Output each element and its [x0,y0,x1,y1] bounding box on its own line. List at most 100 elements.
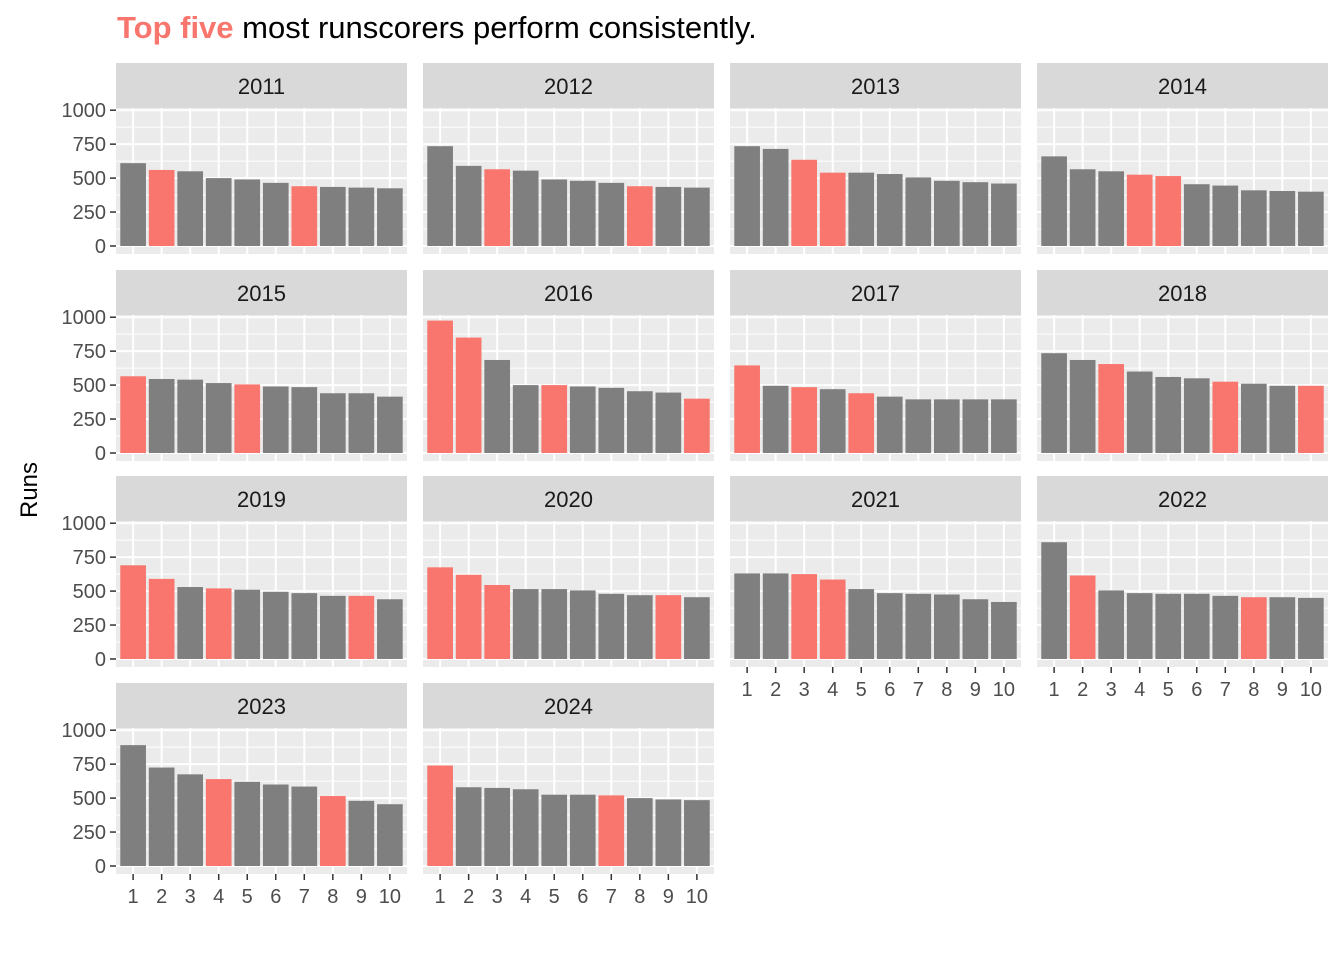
strip-2024 [423,683,714,728]
bar-2022-rank-9 [1269,597,1296,659]
x-tick-label: 1 [435,886,446,908]
y-tick-label: 1000 [62,720,107,742]
bar-2024-rank-6 [569,794,596,866]
bar-2017-rank-4 [819,389,846,453]
bar-2016-rank-5 [541,385,568,453]
bar-2020-rank-9 [655,595,682,659]
bar-2016-rank-9 [655,392,682,453]
x-tick-label: 1 [128,886,139,908]
y-tick-label: 250 [73,615,106,637]
y-tick-label: 0 [95,649,106,671]
y-tick-label: 0 [95,856,106,878]
bar-2015-rank-3 [177,379,204,453]
bar-2016-rank-7 [598,387,625,453]
bar-2013-rank-4 [819,172,846,246]
bar-2012-rank-9 [655,186,682,246]
strip-label: 2018 [1158,281,1207,306]
x-tick-label: 6 [1191,679,1202,701]
bar-2018-rank-7 [1212,381,1239,453]
x-tick-label: 1 [1049,679,1060,701]
bar-2013-rank-1 [734,146,760,246]
bar-2013-rank-2 [762,148,789,246]
bar-2021-rank-1 [734,573,760,659]
y-tick-label: 0 [95,236,106,258]
bar-2018-rank-3 [1098,364,1125,453]
panel-2021: 2021 1 2 3 4 5 6 7 8 9 10 [730,476,1021,701]
bar-2019-rank-10 [377,599,403,659]
strip-label: 2022 [1158,487,1207,512]
bar-2015-rank-4 [205,383,232,453]
panel-2012: 2012 [423,63,714,254]
strip-label: 2024 [544,694,593,719]
bar-2015-rank-5 [234,384,261,453]
x-tick-label: 9 [663,886,674,908]
bar-2020-rank-8 [626,595,653,659]
bar-2024-rank-7 [598,795,625,866]
bar-2023-rank-10 [377,804,403,866]
bar-2015-rank-2 [148,378,175,453]
x-tick-label: 7 [299,886,310,908]
bar-2021-rank-2 [762,573,789,659]
bar-2019-rank-1 [120,565,146,659]
y-tick-label: 0 [95,443,106,465]
bar-2021-rank-5 [848,589,875,659]
title-highlight: Top five [117,10,234,45]
strip-2013 [730,63,1021,108]
bar-2022-rank-1 [1041,542,1067,659]
bar-2014-rank-1 [1041,156,1067,246]
strip-2016 [423,270,714,315]
x-tick-label: 8 [327,886,338,908]
bar-2017-rank-2 [762,385,789,453]
bar-2017-rank-7 [905,399,932,453]
bar-2013-rank-5 [848,172,875,246]
bar-2017-rank-3 [791,387,818,453]
bar-2024-rank-8 [626,798,653,866]
x-tick-label: 10 [379,886,401,908]
x-tick-label: 5 [1163,679,1174,701]
bar-2020-rank-1 [427,567,453,659]
strip-2017 [730,270,1021,315]
bar-2024-rank-4 [512,789,539,866]
panel-2014: 2014 [1037,63,1328,254]
bar-2018-rank-10 [1298,385,1324,453]
bar-2018-rank-9 [1269,385,1296,453]
bar-2013-rank-10 [991,183,1017,246]
strip-label: 2013 [851,74,900,99]
x-tick-label: 2 [770,679,781,701]
bar-2022-rank-5 [1155,593,1182,659]
strip-label: 2023 [237,694,286,719]
bar-2018-rank-2 [1069,359,1096,453]
y-tick-label: 250 [73,822,106,844]
bar-2011-rank-9 [348,187,375,246]
strip-2023 [116,683,407,728]
bar-2019-rank-6 [262,591,289,659]
chart-title: Top five most runscorers perform consist… [117,10,757,46]
bar-2011-rank-4 [205,178,232,246]
bar-2014-rank-9 [1269,191,1296,246]
x-tick-label: 7 [606,886,617,908]
bar-2015-rank-10 [377,396,403,453]
bar-2018-rank-8 [1240,383,1267,453]
panel-2023: 2023 0 250 500 750 1000 1 2 3 4 5 6 7 8 9 10 [62,683,407,908]
x-tick-label: 4 [213,886,224,908]
bar-2022-rank-10 [1298,597,1324,659]
strip-2014 [1037,63,1328,108]
strip-label: 2015 [237,281,286,306]
x-tick-label: 5 [856,679,867,701]
bar-2022-rank-2 [1069,575,1096,659]
x-tick-label: 9 [356,886,367,908]
bar-2021-rank-9 [962,599,989,659]
bar-2016-rank-3 [484,359,511,453]
bar-2014-rank-2 [1069,169,1096,246]
bar-2014-rank-5 [1155,176,1182,246]
bar-2016-rank-8 [626,391,653,453]
strip-2018 [1037,270,1328,315]
x-tick-label: 6 [270,886,281,908]
y-axis-title: Runs [16,462,43,518]
bar-2016-rank-6 [569,386,596,453]
panel-2024: 2024 1 2 3 4 5 6 7 8 9 10 [423,683,714,908]
bar-2021-rank-8 [933,594,960,659]
x-tick-label: 4 [1134,679,1145,701]
x-tick-label: 4 [827,679,838,701]
